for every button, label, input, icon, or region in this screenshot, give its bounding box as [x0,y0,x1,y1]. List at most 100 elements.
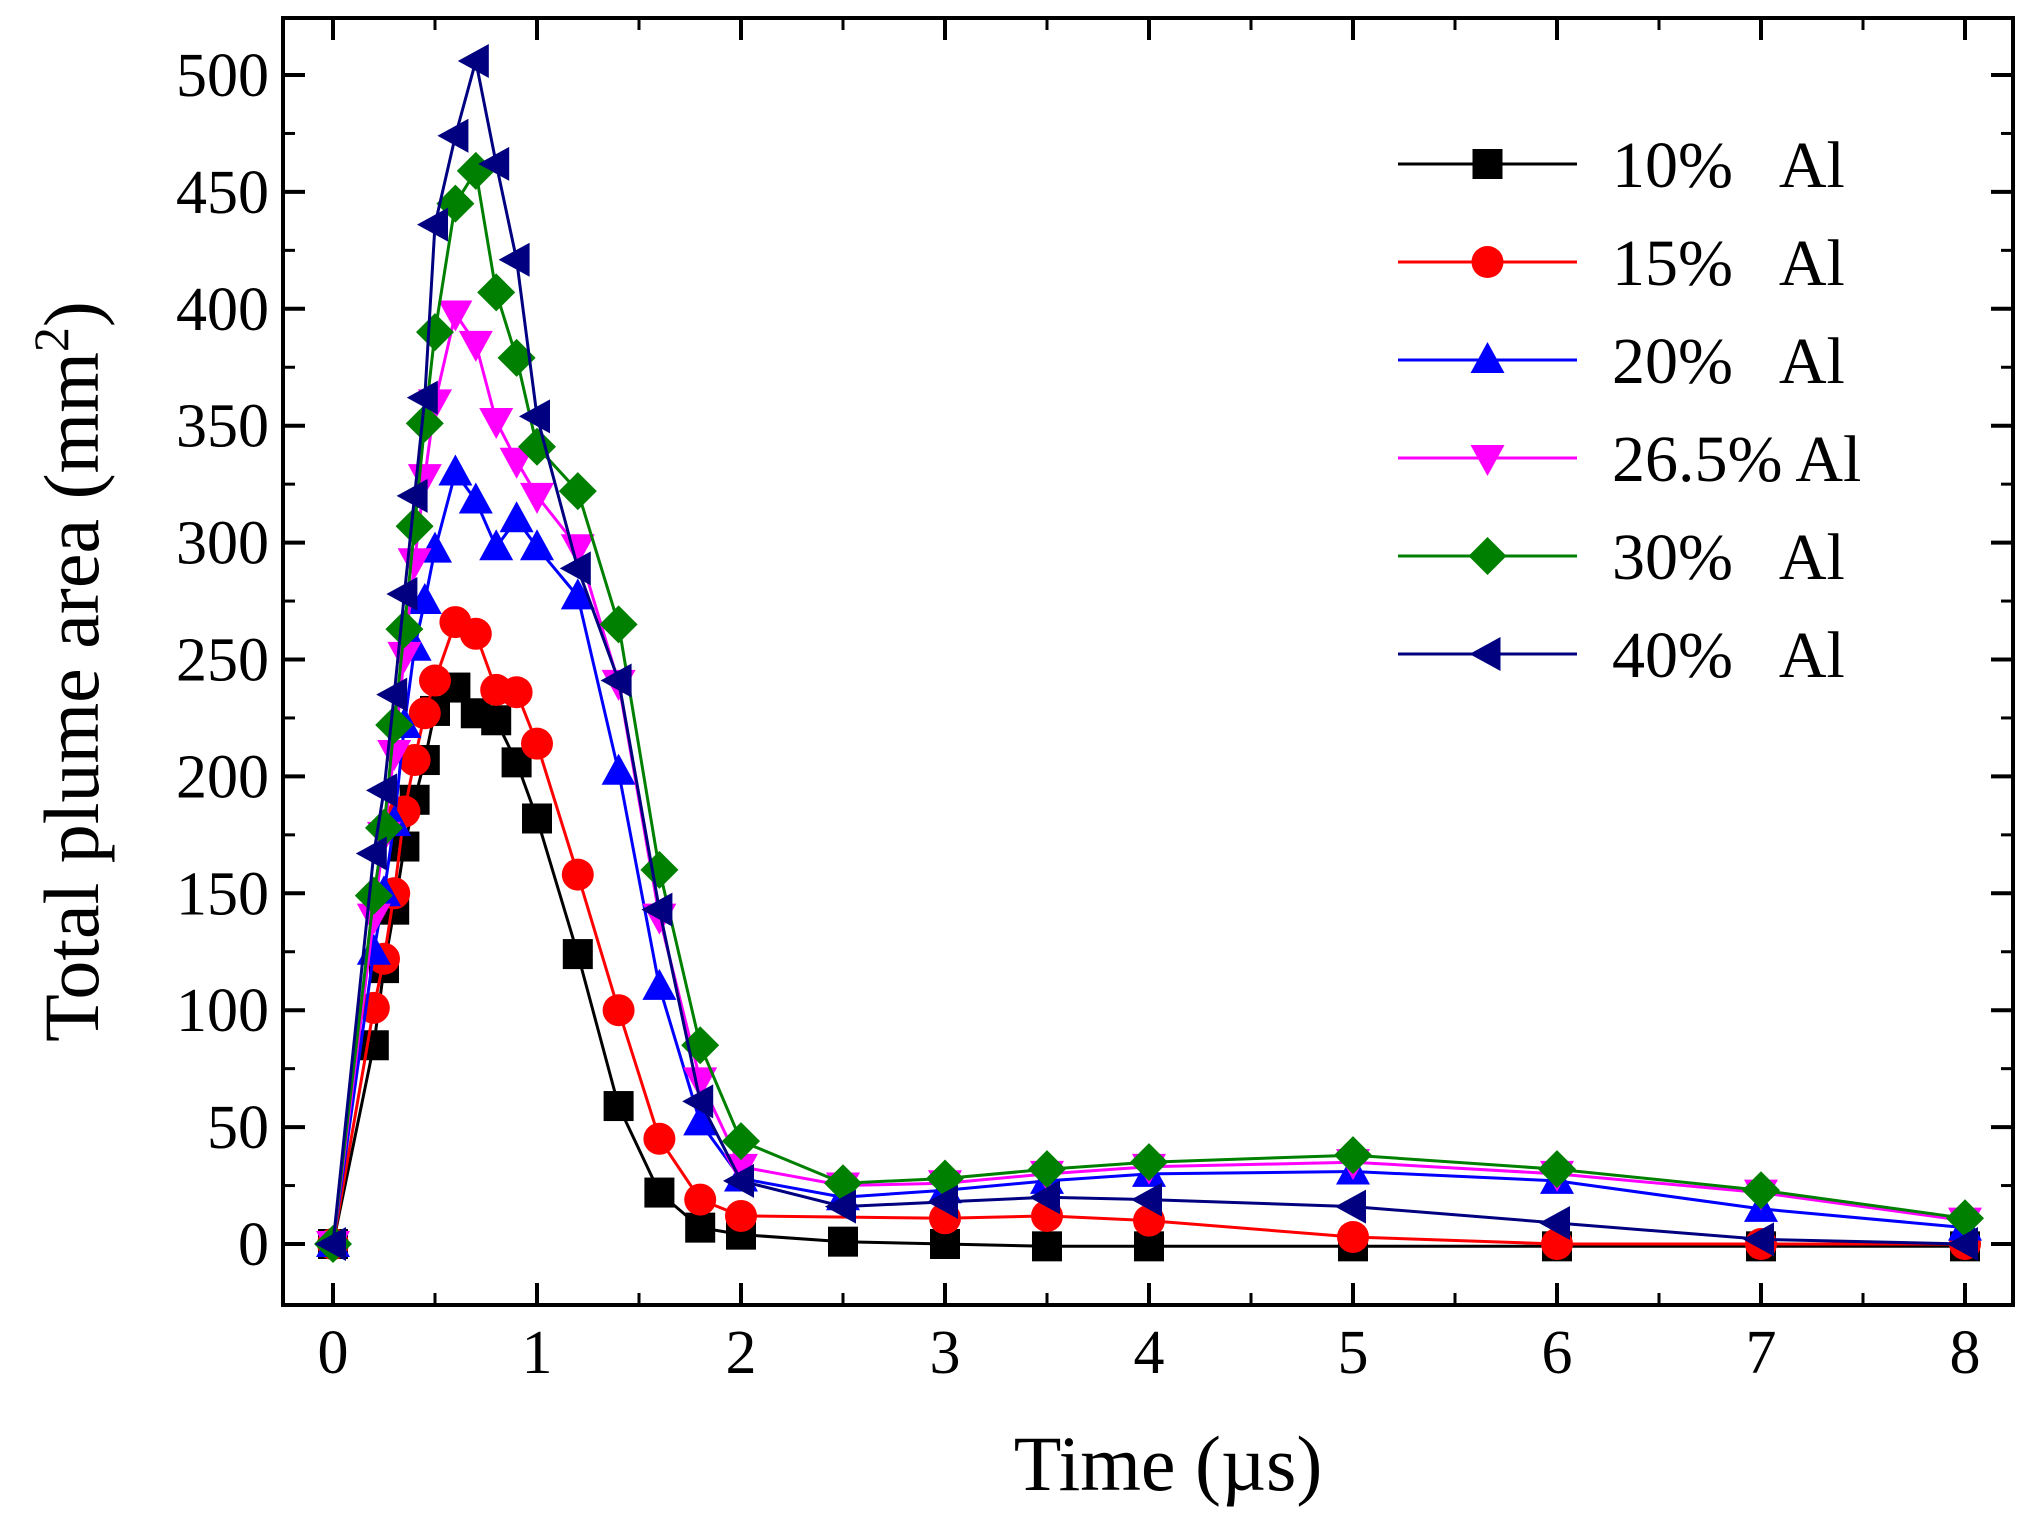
data-point [601,753,636,785]
data-point [438,300,473,332]
data-point [562,939,593,970]
data-point [828,1226,858,1257]
data-point [1947,1227,1978,1261]
data-point [825,1189,856,1224]
x-tick-label: 3 [930,1319,961,1387]
legend-entry: 10% Al [1398,129,1845,202]
data-point [499,447,534,479]
legend-label: 26.5% Al [1612,423,1861,496]
x-tick-label: 8 [1950,1319,1981,1387]
x-tick-label: 1 [522,1319,553,1387]
data-point [386,577,418,612]
data-point [643,1122,676,1155]
data-point [356,903,391,935]
data-point [417,207,448,242]
data-point [722,1122,760,1161]
data-point [438,454,473,486]
y-tick-label: 500 [176,42,269,110]
legend: 10% Al 15% Al 20% Al 26.5% Al 30% Al 40% Al [1398,129,1861,692]
legend-marker [1472,149,1503,179]
x-tick-label: 6 [1542,1319,1573,1387]
data-point [520,482,554,514]
legend-marker [1470,342,1505,373]
data-point [395,507,434,546]
data-point [600,663,632,698]
data-point [685,1212,716,1243]
legend-label: 20% Al [1612,325,1845,398]
axis-layer: 0 1 2 3 4 5 6 7 8 0 50 100 150 200 250 300 350 400 450 500 [176,18,2013,1387]
x-axis-title: Time (µs) [1014,1420,1323,1507]
y-tick-label: 450 [176,159,269,227]
data-point [684,1183,717,1216]
legend-label: 40% Al [1612,619,1845,692]
data-point [437,118,469,153]
data-point [419,664,451,697]
data-point [558,472,597,511]
x-tick-label: 2 [726,1319,757,1387]
y-axis-title-main: Total plume area (mm [28,352,115,1042]
y-tick-label: 200 [176,743,269,811]
legend-marker [1469,637,1501,671]
data-point [458,482,493,514]
legend-label: 15% Al [1612,227,1845,300]
data-point [387,641,422,673]
data-point [315,1227,346,1261]
data-point [641,892,673,927]
series-5 [314,151,1984,1263]
data-point [498,242,530,277]
data-point [405,404,444,443]
data-point [602,994,635,1027]
y-tick-label: 350 [176,393,269,461]
legend-marker [1471,246,1504,278]
x-tick-label: 0 [318,1319,349,1387]
data-point [519,399,550,434]
data-point [927,1184,958,1219]
data-point [1130,1143,1168,1182]
data-point [416,313,454,352]
data-point [1538,1150,1576,1189]
data-point [1946,1199,1984,1238]
legend-entry: 40% Al [1398,619,1845,692]
data-point [521,727,553,760]
data-point [682,1084,714,1119]
data-point [406,380,438,415]
data-point [478,146,510,181]
data-point [1539,1205,1570,1240]
data-point [1028,1150,1066,1189]
data-point [389,831,420,862]
y-axis-title: Total plume area (mm2) [23,301,115,1042]
data-point [397,548,432,580]
legend-entry: 26.5% Al [1398,423,1861,496]
data-point [603,1091,634,1122]
legend-marker [1470,445,1505,476]
data-point [559,551,591,586]
data-point [481,705,512,736]
data-point [398,744,431,777]
legend-label: 10% Al [1612,129,1845,202]
y-axis-title-close: ) [28,301,115,327]
data-point [396,478,428,513]
data-point [1334,1136,1372,1175]
series-6 [315,43,1978,1261]
data-point [385,610,424,649]
data-point [522,803,552,834]
x-tick-label: 4 [1134,1319,1165,1387]
data-point [477,273,516,312]
data-point [497,338,536,377]
y-tick-label: 400 [176,276,269,344]
y-axis-title-superscript: 2 [23,327,79,352]
data-point [458,330,493,362]
data-point [479,529,514,561]
data-point [358,1030,389,1061]
series-layer [314,43,1984,1263]
legend-marker [1468,537,1507,575]
data-point [408,697,441,730]
x-tick-label: 7 [1746,1319,1777,1387]
data-point [355,836,387,871]
data-point [644,1177,675,1208]
y-tick-label: 150 [176,860,269,928]
y-tick-label: 50 [207,1094,269,1162]
data-point [1743,1222,1774,1257]
data-point [365,808,403,847]
